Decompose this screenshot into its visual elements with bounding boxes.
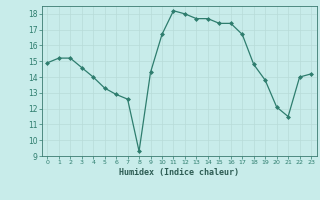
X-axis label: Humidex (Indice chaleur): Humidex (Indice chaleur) [119,168,239,177]
